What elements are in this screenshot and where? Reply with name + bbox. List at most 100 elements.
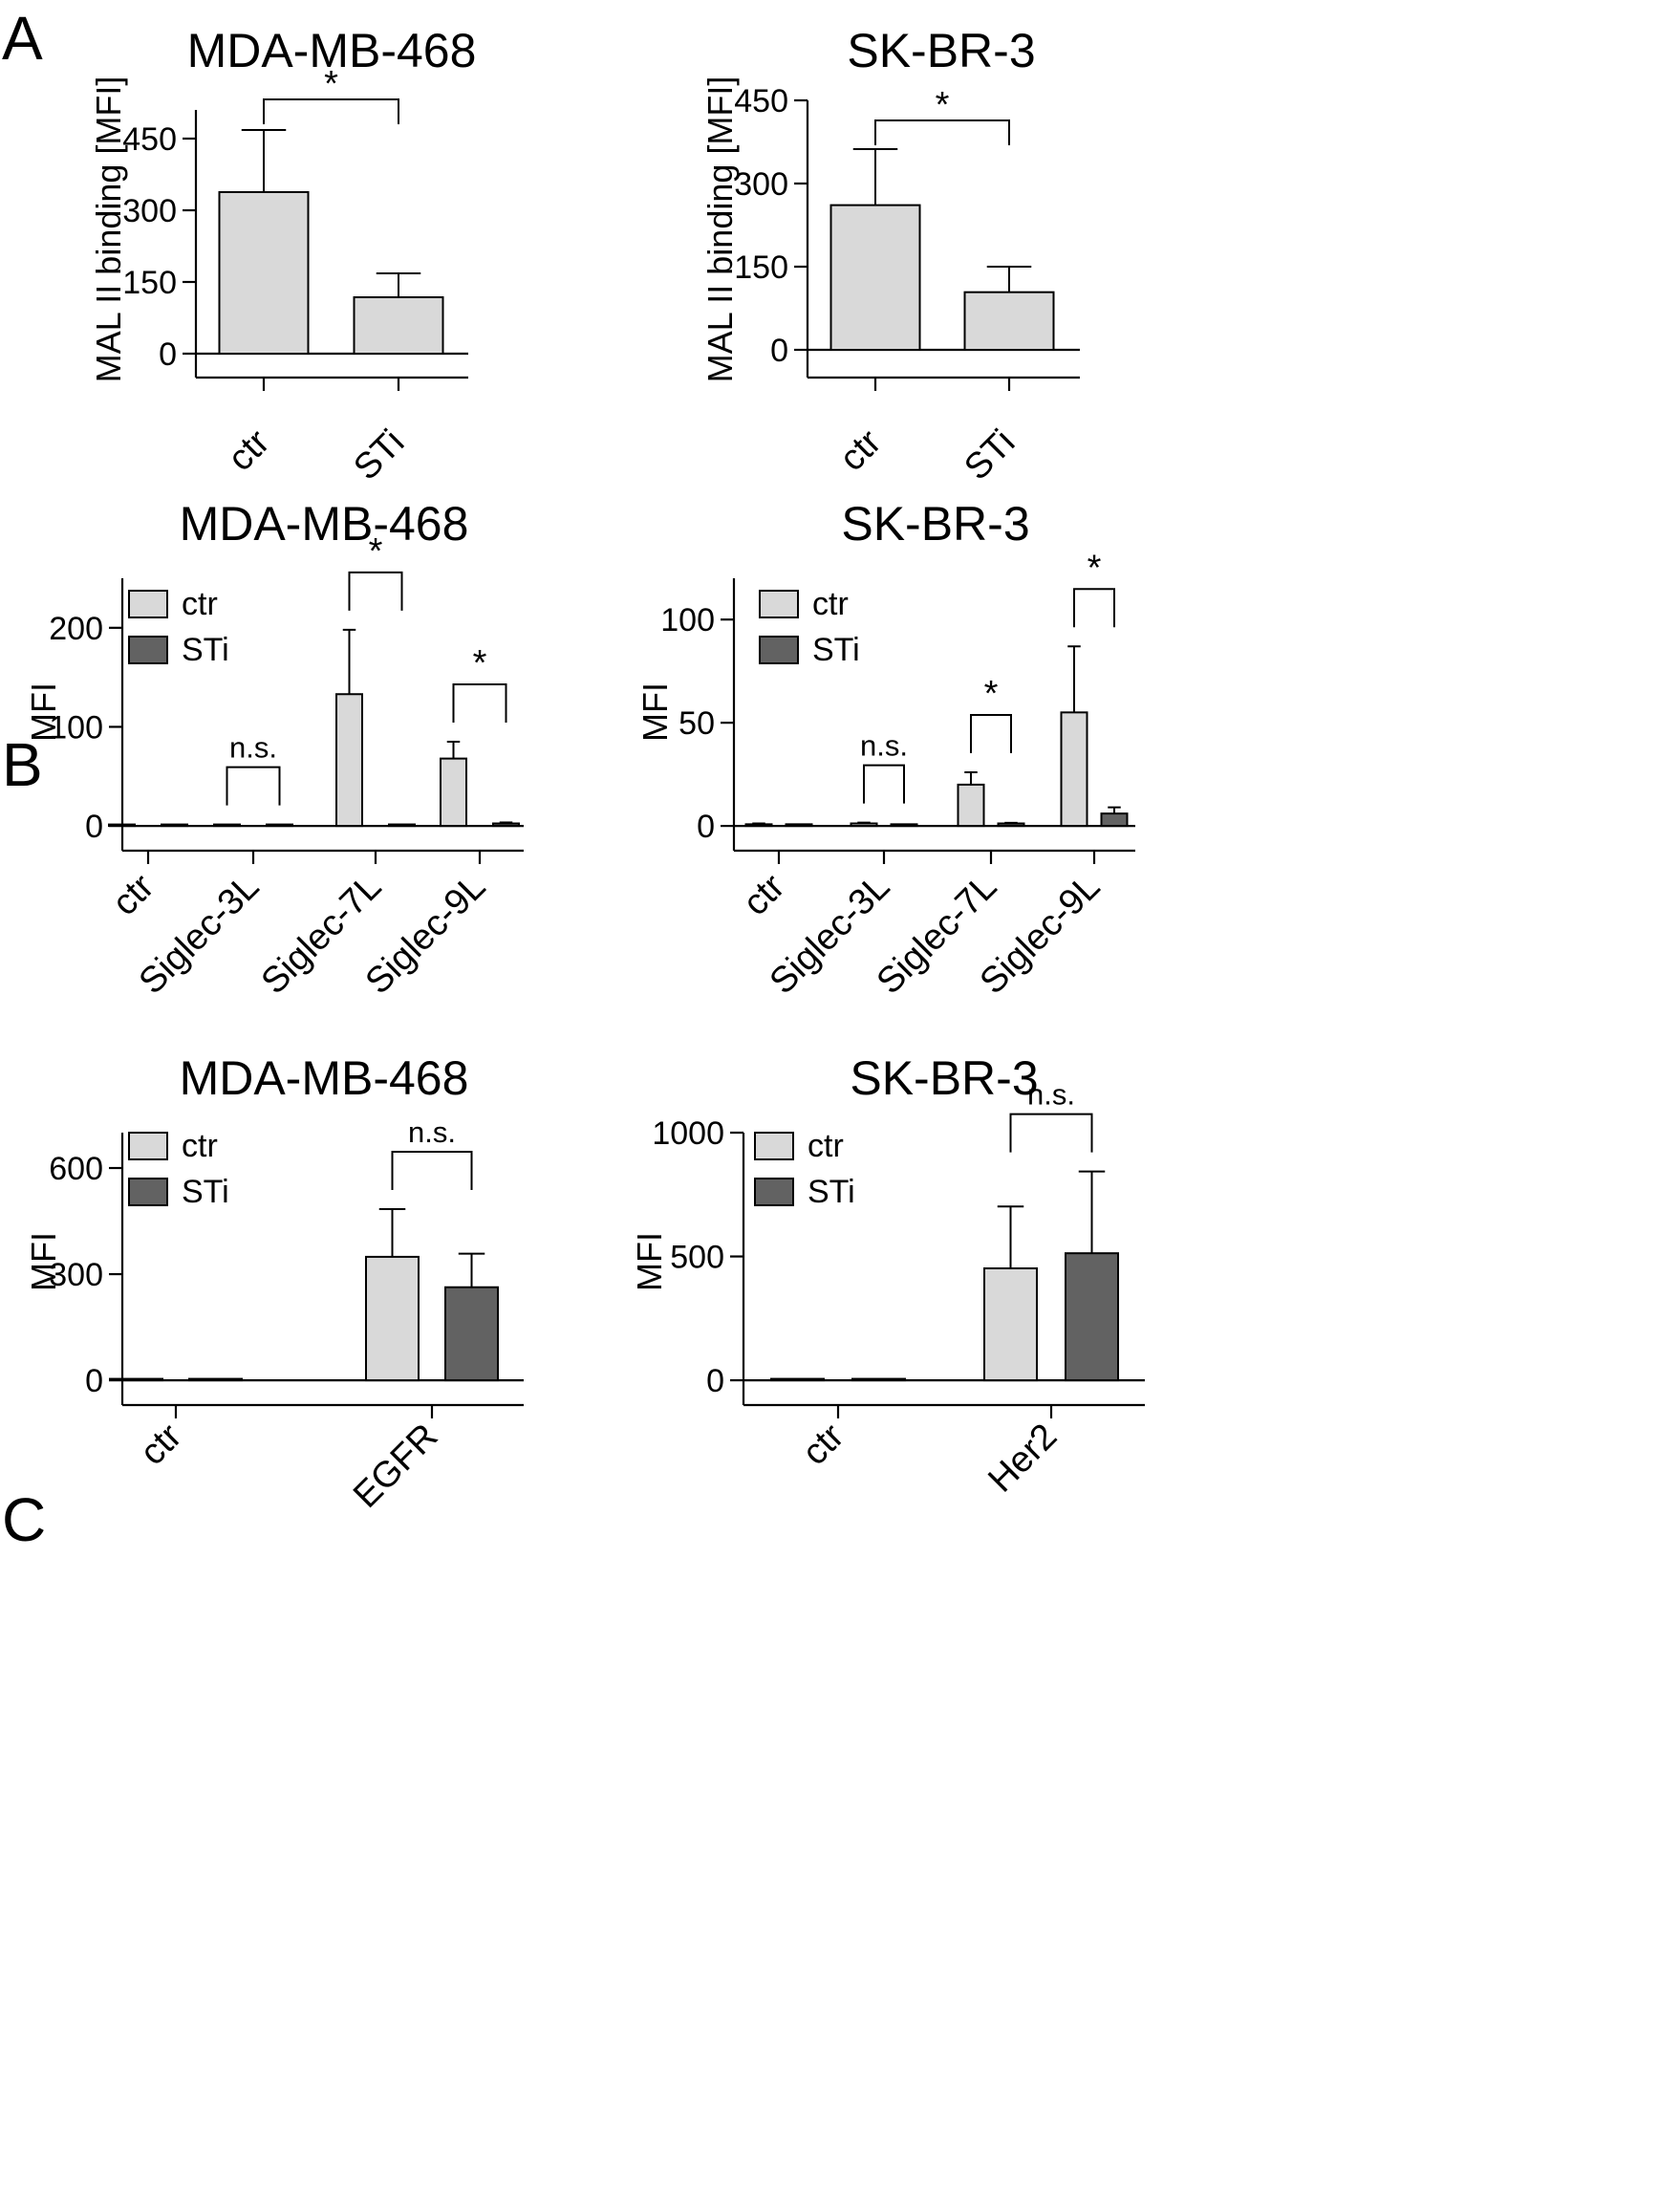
bar-ctr-siglec-9l xyxy=(1060,711,1088,828)
significance-label: n.s. xyxy=(408,1115,456,1149)
significance-bracket xyxy=(391,1150,473,1190)
x-tick-label: STi xyxy=(346,422,412,488)
bar-STi-siglec-9l xyxy=(492,822,520,828)
panel-label-a: A xyxy=(2,4,43,73)
y-tick-label: 450 xyxy=(734,83,788,119)
bar-STi-her2 xyxy=(1065,1252,1119,1382)
y-tick-label: 150 xyxy=(122,265,177,301)
chart-title: SK-BR-3 xyxy=(847,24,1035,77)
bar-ctr-her2 xyxy=(983,1266,1038,1382)
chart-title: SK-BR-3 xyxy=(850,1051,1038,1105)
bar-ctr-ctr xyxy=(770,1377,825,1382)
y-axis-label: MFI xyxy=(24,1232,63,1291)
y-axis-label: MFI xyxy=(24,682,63,742)
chart-title: SK-BR-3 xyxy=(841,497,1029,551)
y-tick-label: 300 xyxy=(734,166,788,203)
bar-ctr-siglec-7l xyxy=(335,693,363,828)
legend-swatch-STi xyxy=(754,1178,794,1206)
x-tick-label: ctr xyxy=(133,1416,190,1473)
significance-label: n.s. xyxy=(1027,1078,1075,1112)
bar-ctr-ctr xyxy=(109,1377,163,1382)
y-tick-label: 450 xyxy=(122,121,177,158)
chart-b-mda-mb-468: MDA-MB-468MFI0100200ctrSiglec-3LSiglec-7… xyxy=(24,497,524,1002)
x-tick-label: ctr xyxy=(795,1416,852,1473)
significance-bracket xyxy=(1009,1113,1093,1153)
y-tick-label: 0 xyxy=(85,1363,103,1399)
bar-STi-ctr xyxy=(851,1377,906,1382)
x-tick-label: ctr xyxy=(832,422,890,479)
chart-c-mda-mb-468: MDA-MB-468 MFI 0 300 600 ctr EGFR ctr STi n.s. xyxy=(24,1051,524,1516)
x-tick-label: STi xyxy=(957,422,1023,488)
y-tick-label: 0 xyxy=(85,809,103,845)
legend-label-STi: STi xyxy=(182,632,229,668)
bar-ctr-siglec-3l xyxy=(850,822,878,828)
panel-label-c: C xyxy=(2,1485,46,1554)
y-axis-label: MFI xyxy=(635,682,675,742)
legend-swatch-STi xyxy=(759,636,799,664)
bar-STi-ctr xyxy=(161,823,188,828)
bar-value-ctr xyxy=(218,191,310,355)
y-tick-label: 100 xyxy=(49,709,103,746)
bar-STi-siglec-7l xyxy=(997,822,1025,828)
y-tick-label: 0 xyxy=(159,336,177,373)
bar-ctr-ctr xyxy=(108,823,136,828)
legend-label-STi: STi xyxy=(808,1174,855,1210)
y-tick-label: 0 xyxy=(697,809,715,845)
y-axis-label: MAL II binding [MFI] xyxy=(89,76,128,383)
significance-label: * xyxy=(984,674,999,714)
bar-ctr-siglec-7l xyxy=(957,783,985,828)
y-tick-label: 100 xyxy=(660,602,715,638)
x-tick-label: Her2 xyxy=(980,1417,1065,1501)
chart-title: MDA-MB-468 xyxy=(187,24,477,77)
y-tick-label: 300 xyxy=(122,193,177,229)
bar-ctr-siglec-3l xyxy=(213,823,241,828)
bar-STi-ctr xyxy=(188,1377,243,1382)
significance-bracket xyxy=(263,98,399,124)
legend-label-ctr: ctr xyxy=(182,1128,218,1164)
chart-title: MDA-MB-468 xyxy=(180,497,469,551)
y-axis-label: MFI xyxy=(630,1232,669,1291)
legend-label-STi: STi xyxy=(812,632,860,668)
y-tick-label: 0 xyxy=(770,333,788,369)
x-tick-label: ctr xyxy=(221,422,278,479)
legend-swatch-ctr xyxy=(754,1132,794,1160)
y-tick-label: 300 xyxy=(49,1257,103,1293)
bar-STi-siglec-9l xyxy=(1100,812,1129,828)
legend-label-ctr: ctr xyxy=(812,586,849,622)
y-tick-label: 600 xyxy=(49,1151,103,1187)
panel-label-b: B xyxy=(2,730,43,799)
x-tick-label: ctr xyxy=(105,866,162,923)
significance-bracket xyxy=(226,766,281,806)
chart-b-sk-br-3: SK-BR-3MFI050100ctrSiglec-3LSiglec-7LSig… xyxy=(635,497,1135,1002)
y-tick-label: 1000 xyxy=(652,1115,724,1152)
significance-bracket xyxy=(970,713,1012,753)
bar-STi-ctr xyxy=(785,823,813,828)
significance-label: n.s. xyxy=(860,729,908,763)
chart-c-sk-br-3: SK-BR-3 MFI 0 500 1000 ctr Her2 ctr STi n.s. xyxy=(630,1051,1145,1501)
y-tick-label: 150 xyxy=(734,249,788,286)
x-tick-label: ctr xyxy=(736,866,793,923)
significance-bracket xyxy=(863,764,905,804)
legend-label-ctr: ctr xyxy=(182,586,218,622)
legend-swatch-ctr xyxy=(128,1132,168,1160)
legend-swatch-STi xyxy=(128,1178,168,1206)
y-tick-label: 200 xyxy=(49,611,103,647)
significance-bracket xyxy=(1073,588,1115,628)
bar-ctr-ctr xyxy=(744,823,773,828)
significance-bracket xyxy=(348,571,403,611)
chart-a-sk-br-3: SK-BR-3 MAL II binding [MFI] 0 150 300 450 ctr… xyxy=(700,24,1080,488)
x-tick-label: EGFR xyxy=(346,1417,445,1516)
y-axis-label: MAL II binding [MFI] xyxy=(700,76,740,383)
bar-STi-siglec-3l xyxy=(266,823,293,828)
significance-label: * xyxy=(936,85,950,125)
bar-value-sti xyxy=(963,291,1055,351)
bar-ctr-siglec-9l xyxy=(440,757,467,828)
bar-value-sti xyxy=(353,296,444,355)
y-tick-label: 0 xyxy=(706,1363,724,1399)
chart-a-mda-mb-468: MDA-MB-468 MAL II binding [MFI] 0 150 300 450… xyxy=(89,24,476,488)
significance-label: * xyxy=(324,64,338,104)
significance-bracket xyxy=(452,683,507,723)
significance-label: * xyxy=(369,531,383,572)
bar-STi-egfr xyxy=(444,1286,499,1382)
